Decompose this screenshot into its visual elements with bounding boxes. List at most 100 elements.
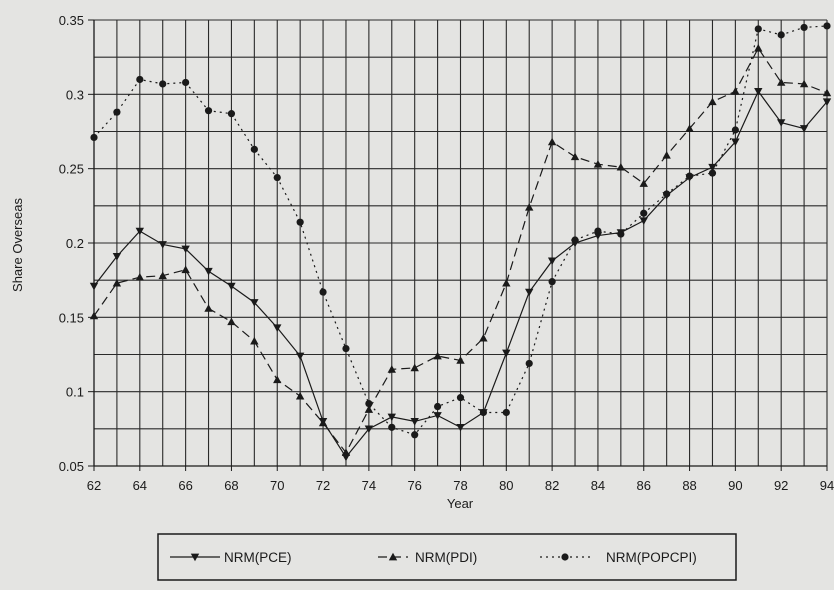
data-point <box>227 282 236 291</box>
legend-box <box>157 533 737 581</box>
data-point <box>158 241 167 249</box>
data-point <box>364 425 374 434</box>
data-point <box>250 145 258 153</box>
y-tick-label: 0.1 <box>66 385 84 400</box>
data-point <box>112 253 122 261</box>
data-point <box>456 394 465 402</box>
data-point <box>800 23 808 32</box>
data-point <box>708 97 717 106</box>
data-point <box>823 22 831 30</box>
data-point <box>433 351 442 360</box>
data-point <box>685 172 694 180</box>
data-point <box>365 399 373 408</box>
data-point <box>547 137 557 146</box>
y-tick-label: 0.2 <box>66 236 84 251</box>
data-point <box>617 230 625 238</box>
legend-label: NRM(PCE) <box>224 550 292 565</box>
data-point <box>204 107 213 115</box>
x-tick-label: 74 <box>362 478 376 493</box>
data-point <box>547 257 557 266</box>
x-tick-label: 90 <box>728 478 742 493</box>
data-point <box>89 311 99 320</box>
data-point <box>250 299 259 307</box>
data-point <box>411 431 419 439</box>
data-point <box>640 209 648 217</box>
data-point <box>616 162 626 171</box>
data-point <box>593 232 603 240</box>
data-point <box>502 349 511 358</box>
legend-marker <box>190 553 200 562</box>
data-point <box>341 448 351 456</box>
data-point <box>593 160 603 168</box>
data-point <box>502 408 510 417</box>
data-point <box>433 402 442 411</box>
series-lines <box>89 22 832 462</box>
series-nrm-pdi- <box>89 44 832 456</box>
legend: NRM(PCE) NRM(PDI) NRM(POPCPI) <box>157 533 737 581</box>
data-point <box>204 267 213 276</box>
data-point <box>158 271 167 280</box>
data-point <box>204 304 213 312</box>
data-point <box>273 324 282 332</box>
data-point <box>525 288 534 297</box>
data-point <box>318 418 328 427</box>
data-point <box>822 88 832 97</box>
data-point <box>754 25 762 33</box>
grid-lines <box>94 19 828 466</box>
y-tick-label: 0.25 <box>59 162 84 177</box>
data-point <box>708 163 717 172</box>
data-point <box>731 138 740 147</box>
x-tick-label: 82 <box>545 478 559 493</box>
data-point <box>799 125 809 133</box>
data-point <box>135 227 145 236</box>
data-point <box>639 217 648 225</box>
data-point <box>181 265 190 274</box>
data-point <box>227 110 236 118</box>
data-point <box>456 356 465 364</box>
data-point <box>777 31 785 39</box>
x-tick-label: 78 <box>453 478 467 493</box>
data-point <box>525 203 534 211</box>
data-point <box>571 236 579 244</box>
x-tick-label: 66 <box>178 478 192 493</box>
data-point <box>754 88 763 96</box>
y-axis-ticks: 0.05 0.1 0.15 0.2 0.25 0.3 0.35 <box>59 13 94 474</box>
data-point <box>136 75 144 84</box>
data-point <box>433 412 442 420</box>
data-point <box>182 78 190 87</box>
data-point <box>159 80 167 88</box>
x-tick-label: 72 <box>316 478 330 493</box>
data-point <box>410 418 419 426</box>
data-point <box>754 44 763 52</box>
y-tick-label: 0.05 <box>59 459 84 474</box>
data-point <box>295 352 305 361</box>
data-point <box>731 87 740 95</box>
x-tick-label: 70 <box>270 478 284 493</box>
data-point <box>227 317 236 326</box>
data-point <box>685 124 694 132</box>
x-tick-label: 94 <box>820 478 834 493</box>
x-tick-label: 64 <box>133 478 147 493</box>
legend-marker <box>388 552 398 561</box>
data-point <box>479 333 488 342</box>
data-point <box>273 173 281 182</box>
series-nrm-popcpi- <box>90 22 831 439</box>
data-point <box>135 272 145 281</box>
y-axis-label: Share Overseas <box>10 198 25 292</box>
data-point <box>570 152 580 161</box>
x-tick-label: 76 <box>407 478 421 493</box>
data-point <box>594 227 602 235</box>
legend-label: NRM(PDI) <box>415 550 477 565</box>
series-nrm-pce- <box>89 88 832 462</box>
data-point <box>410 363 419 372</box>
x-tick-label: 84 <box>591 478 605 493</box>
data-point <box>296 218 304 226</box>
data-point <box>295 391 305 400</box>
data-point <box>112 278 122 287</box>
data-point <box>663 190 671 198</box>
data-point <box>639 179 648 187</box>
x-tick-label: 62 <box>87 478 101 493</box>
y-tick-label: 0.3 <box>66 87 84 102</box>
data-point <box>387 365 396 373</box>
